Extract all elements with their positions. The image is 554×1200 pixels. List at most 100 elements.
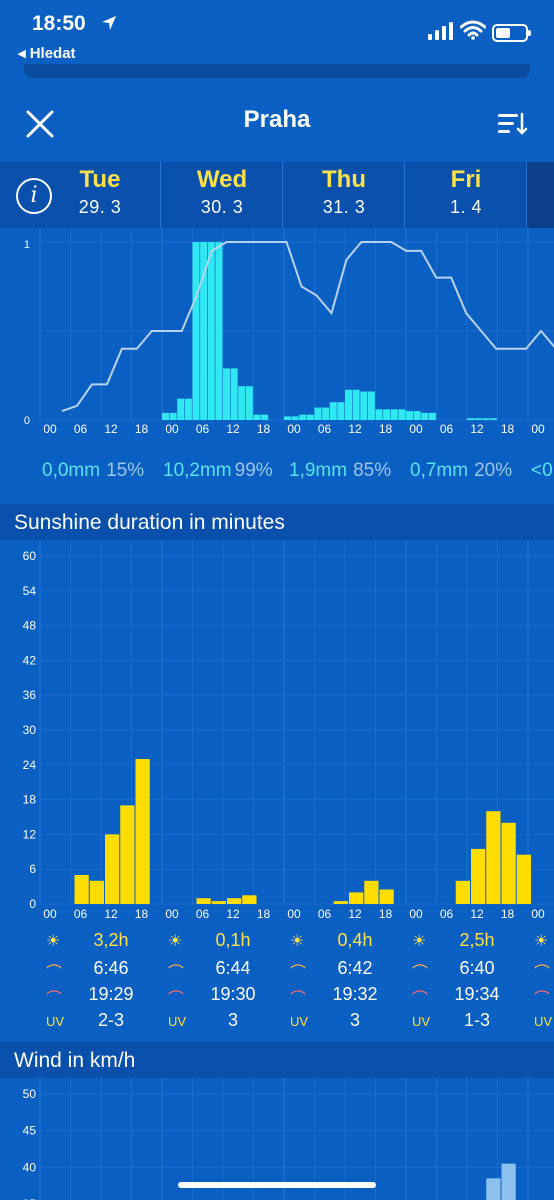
x-tick-label: 00 xyxy=(409,422,423,436)
precip-total-thu: 1,9mm 85% xyxy=(289,460,391,482)
sunset-icon: ⌒ xyxy=(534,991,551,1008)
close-icon[interactable] xyxy=(20,104,60,144)
sunshine-section-header: Sunshine duration in minutes xyxy=(0,504,554,540)
day-separator xyxy=(282,162,283,228)
precip-bar xyxy=(230,368,238,420)
x-tick-label: 18 xyxy=(501,422,515,436)
precip-amount: <0 xyxy=(531,460,553,481)
precip-bar xyxy=(367,391,375,420)
precip-probability: 99% xyxy=(234,460,273,481)
page-title: Praha xyxy=(243,106,311,133)
day-date: 29. 3 xyxy=(78,197,122,217)
precip-bar xyxy=(215,242,223,420)
search-bar-strip[interactable] xyxy=(24,64,530,78)
uv-label: UV xyxy=(46,1014,65,1029)
day-separator xyxy=(526,162,527,228)
sort-icon[interactable] xyxy=(492,106,532,142)
back-to-search-link[interactable]: ◂ Hledat xyxy=(18,45,76,62)
precip-bar xyxy=(390,409,398,420)
day-column-fri[interactable]: Fri 1. 4 xyxy=(406,162,526,228)
x-tick-label: 18 xyxy=(257,422,271,436)
sunset-value: 19:30 xyxy=(210,984,256,1004)
x-tick-labels: 00 06 12 18 00 06 12 18 00 06 12 18 00 06 12 18 00 xyxy=(43,907,545,921)
wind-bar xyxy=(486,1178,501,1200)
sunshine-bar xyxy=(364,880,379,904)
day-column-thu[interactable]: Thu 31. 3 xyxy=(284,162,404,228)
sunshine-bars xyxy=(74,759,531,904)
section-title: Wind in km/h xyxy=(14,1049,136,1072)
y-tick-label: 60 xyxy=(23,549,37,563)
x-tick-label: 12 xyxy=(470,907,484,921)
y-tick-label: 54 xyxy=(23,584,37,598)
uv-value: 2-3 xyxy=(97,1010,124,1030)
precip-probability: 85% xyxy=(353,460,392,481)
sunshine-value: 0,1h xyxy=(215,930,251,950)
precip-amount: 10,2mm xyxy=(163,460,232,481)
precip-total-wed: 10,2mm 99% xyxy=(163,460,273,482)
precip-bar xyxy=(322,407,330,420)
sunshine-bar xyxy=(211,901,226,904)
uv-label: UV xyxy=(534,1014,553,1029)
sunshine-value: 2,5h xyxy=(459,930,495,950)
precip-amount: 0,7mm xyxy=(410,460,469,481)
uv-value: 3 xyxy=(349,1010,360,1030)
day-column-wed[interactable]: Wed 30. 3 xyxy=(162,162,282,228)
info-icon[interactable]: i xyxy=(16,178,52,214)
x-tick-label: 18 xyxy=(379,422,393,436)
precip-bar xyxy=(261,414,269,420)
sun-icon: ☀ xyxy=(290,933,305,950)
day-name: Tue xyxy=(79,166,121,193)
y-tick-label: 45 xyxy=(23,1124,37,1138)
home-indicator[interactable] xyxy=(178,1182,376,1188)
y-tick-label: 40 xyxy=(23,1160,37,1174)
x-tick-label: 06 xyxy=(196,907,210,921)
x-tick-label: 06 xyxy=(440,422,454,436)
day-name: Fri xyxy=(450,166,482,193)
uv-label: UV xyxy=(290,1014,309,1029)
sun-icon: ☀ xyxy=(46,933,61,950)
y-tick-label: 1 xyxy=(24,239,30,251)
y-tick-label: 42 xyxy=(23,653,37,667)
sun-icon: ☀ xyxy=(168,933,183,950)
y-tick-label: 0 xyxy=(24,415,30,427)
sun-icon: ☀ xyxy=(534,933,549,950)
sunshine-bar xyxy=(89,880,104,904)
x-tick-label: 00 xyxy=(287,907,301,921)
status-time: 18:50 xyxy=(32,12,86,35)
sunshine-bar xyxy=(120,805,135,904)
precip-bar xyxy=(284,416,292,420)
precip-bar xyxy=(299,414,307,420)
precip-probability: 15% xyxy=(106,460,145,481)
next-day-column[interactable] xyxy=(527,162,554,228)
chart-grid xyxy=(39,228,554,421)
day-separator xyxy=(404,162,405,228)
precip-bar xyxy=(306,414,314,420)
day-column-tue[interactable]: Tue 29. 3 xyxy=(40,162,160,228)
x-tick-label: 06 xyxy=(318,907,332,921)
sunrise-value: 6:44 xyxy=(215,958,251,978)
sunset-icon: ⌒ xyxy=(46,991,63,1008)
precip-amount: 1,9mm xyxy=(289,460,348,481)
y-tick-label: 12 xyxy=(23,827,37,841)
uv-value: 1-3 xyxy=(463,1010,490,1030)
day-date: 31. 3 xyxy=(322,197,366,217)
precip-bar xyxy=(421,412,429,420)
x-tick-label: 00 xyxy=(165,907,179,921)
precip-bar xyxy=(184,398,192,420)
x-tick-label: 00 xyxy=(531,907,545,921)
sunrise-icon: ⌒ xyxy=(168,965,185,982)
precip-bar xyxy=(413,411,421,420)
uv-label: UV xyxy=(168,1014,187,1029)
sunrise-icon: ⌒ xyxy=(412,965,429,982)
x-tick-label: 12 xyxy=(226,422,240,436)
x-tick-label: 18 xyxy=(501,907,515,921)
precip-bar xyxy=(406,411,414,420)
precipitation-chart: 1 0 00 06 12 18 00 06 12 18 00 06 12 18 00 06 12 18 00 xyxy=(24,228,554,436)
sunshine-bar xyxy=(196,898,211,904)
y-tick-label: 35 xyxy=(23,1197,37,1200)
sunset-value: 19:29 xyxy=(88,984,134,1004)
sunrise-value: 6:42 xyxy=(337,958,373,978)
day-date: 30. 3 xyxy=(200,197,244,217)
sunrise-icon: ⌒ xyxy=(534,965,551,982)
cellular-signal-icon xyxy=(428,22,453,40)
